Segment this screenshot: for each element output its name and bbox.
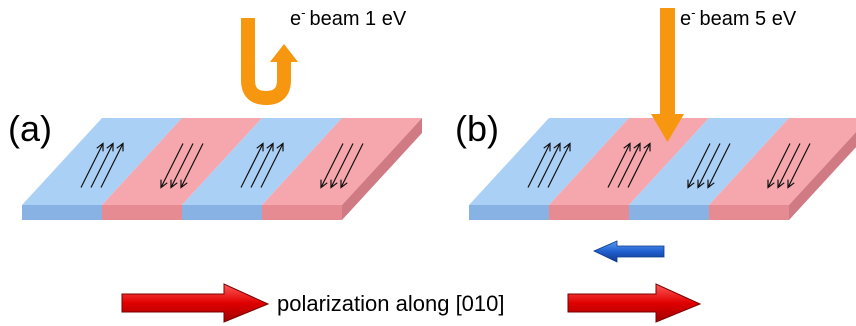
u-turn-arrowhead-icon bbox=[270, 44, 298, 62]
panel-b: (b) e-beam 5 eV bbox=[455, 5, 856, 263]
stripe-top-face bbox=[182, 118, 342, 205]
stripe-front-face bbox=[549, 205, 629, 220]
panel-b-beam-label: e-beam 5 eV bbox=[680, 5, 797, 30]
domain-arrows-up-icon bbox=[607, 142, 651, 188]
domain-stripe bbox=[469, 118, 629, 220]
polarization-row: polarization along [010] bbox=[121, 283, 702, 323]
stripe-front-face bbox=[629, 205, 709, 220]
panel-b-stripes bbox=[469, 118, 856, 220]
stripe-front-face bbox=[22, 205, 102, 220]
u-turn-beam-icon bbox=[241, 18, 291, 106]
domain-stripe bbox=[262, 118, 422, 220]
stripe-top-face bbox=[262, 118, 422, 205]
panel-a-beam-arrow bbox=[241, 18, 298, 106]
panel-a: (a) e-beam 1 eV bbox=[8, 5, 422, 220]
domain-arrows-up-icon bbox=[240, 142, 284, 188]
domain-stripe bbox=[102, 118, 262, 220]
stripe-front-face bbox=[469, 205, 549, 220]
stripe-side-face bbox=[342, 118, 422, 220]
stripe-top-face bbox=[629, 118, 789, 205]
polarization-arrow-left-icon bbox=[121, 283, 270, 323]
left-blue-arrow-icon bbox=[593, 240, 665, 263]
stripe-top-face bbox=[22, 118, 182, 205]
domain-arrows-down-icon bbox=[320, 143, 364, 189]
panel-b-label: (b) bbox=[455, 108, 499, 149]
stripe-top-face bbox=[102, 118, 262, 205]
domain-stripe bbox=[629, 118, 789, 220]
stripe-top-face bbox=[709, 118, 856, 205]
polarization-label: polarization along [010] bbox=[277, 291, 505, 316]
domain-arrows-down-icon bbox=[767, 143, 811, 189]
straight-beam-shaft bbox=[660, 8, 675, 116]
domain-arrows-up-icon bbox=[80, 142, 124, 188]
domain-stripe bbox=[22, 118, 182, 220]
stripe-front-face bbox=[102, 205, 182, 220]
panel-a-label: (a) bbox=[8, 108, 52, 149]
domain-arrows-down-icon bbox=[160, 143, 204, 189]
domain-stripe bbox=[549, 118, 709, 220]
stripe-side-face bbox=[789, 132, 856, 220]
panel-b-beam-arrow bbox=[651, 8, 684, 142]
domain-arrows-down-icon bbox=[687, 143, 731, 189]
domain-stripe bbox=[182, 118, 342, 220]
stripe-front-face bbox=[709, 205, 789, 220]
stripe-front-face bbox=[262, 205, 342, 220]
polarization-arrow-right-icon bbox=[567, 283, 702, 323]
panel-a-beam-label: e-beam 1 eV bbox=[290, 5, 407, 30]
domain-arrows-up-icon bbox=[527, 142, 571, 188]
stripe-front-face bbox=[182, 205, 262, 220]
panel-a-stripes bbox=[22, 118, 422, 220]
stripe-top-face bbox=[549, 118, 709, 205]
domain-stripe bbox=[709, 118, 856, 220]
straight-beam-arrowhead-icon bbox=[651, 114, 684, 142]
stripe-top-face bbox=[469, 118, 629, 205]
